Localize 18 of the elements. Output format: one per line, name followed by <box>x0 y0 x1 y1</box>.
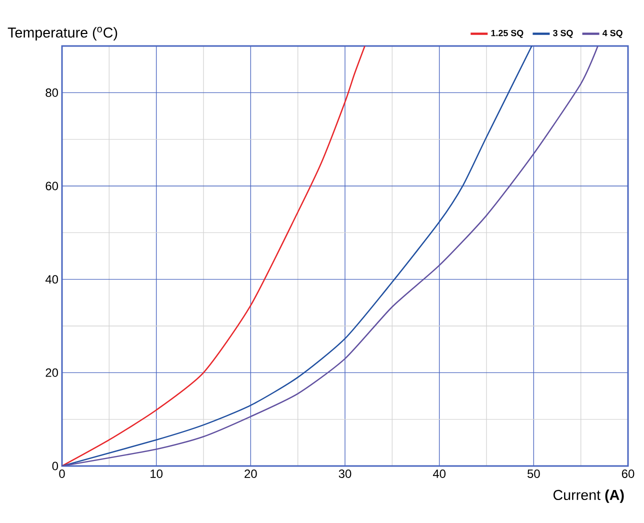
y-tick-label: 0 <box>52 462 58 470</box>
y-tick-label: 40 <box>45 275 58 284</box>
x-tick-label: 30 <box>338 470 352 478</box>
line-series <box>62 46 366 466</box>
legend-label: 4 SQ <box>602 30 622 38</box>
x-tick-label: 0 <box>59 470 65 478</box>
y-axis-title: Temperature ($^{o}$C) <box>8 26 118 40</box>
x-tick-label: 50 <box>528 470 540 478</box>
y-tick-label: 80 <box>46 88 58 97</box>
x-tick-label: 40 <box>432 470 446 478</box>
x-tick-label: 20 <box>244 470 257 478</box>
legend-label: 3 SQ <box>553 30 573 38</box>
legend-label: 1.25 SQ <box>491 30 524 38</box>
y-tick-label: 20 <box>46 368 58 377</box>
y-tick-label: 60 <box>46 182 58 190</box>
x-tick-label: 60 <box>622 470 634 478</box>
x-axis-title: Current (A) <box>553 490 624 503</box>
x-tick-label: 10 <box>150 470 163 478</box>
